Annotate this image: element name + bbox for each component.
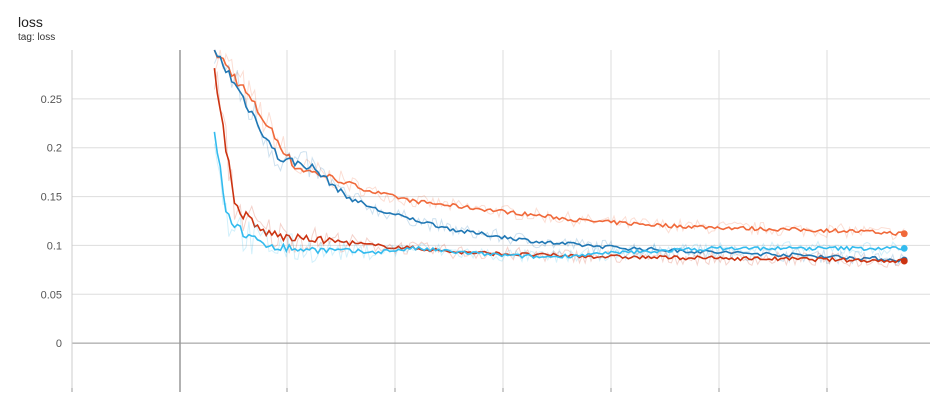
series-line <box>213 49 905 237</box>
y-tick-label: 0.2 <box>47 143 62 155</box>
series-line <box>213 131 905 260</box>
series-end-marker <box>900 244 908 252</box>
y-tick-label: 0.15 <box>41 192 62 204</box>
chart-title: loss <box>18 14 43 30</box>
y-tick-label: 0.05 <box>41 289 62 301</box>
series-raw-line <box>213 143 905 264</box>
y-tick-label: 0.25 <box>41 94 62 106</box>
series-raw-line <box>213 49 905 241</box>
y-tick-label: 0 <box>56 338 62 350</box>
series-end-marker <box>900 230 908 238</box>
series-raw-line <box>213 71 905 268</box>
series-line <box>213 68 905 264</box>
series-line <box>213 49 905 263</box>
chart-tag: tag: loss <box>18 32 56 43</box>
series-end-marker <box>900 257 908 265</box>
series-raw-line <box>213 56 905 266</box>
y-tick-label: 0.1 <box>47 240 62 252</box>
